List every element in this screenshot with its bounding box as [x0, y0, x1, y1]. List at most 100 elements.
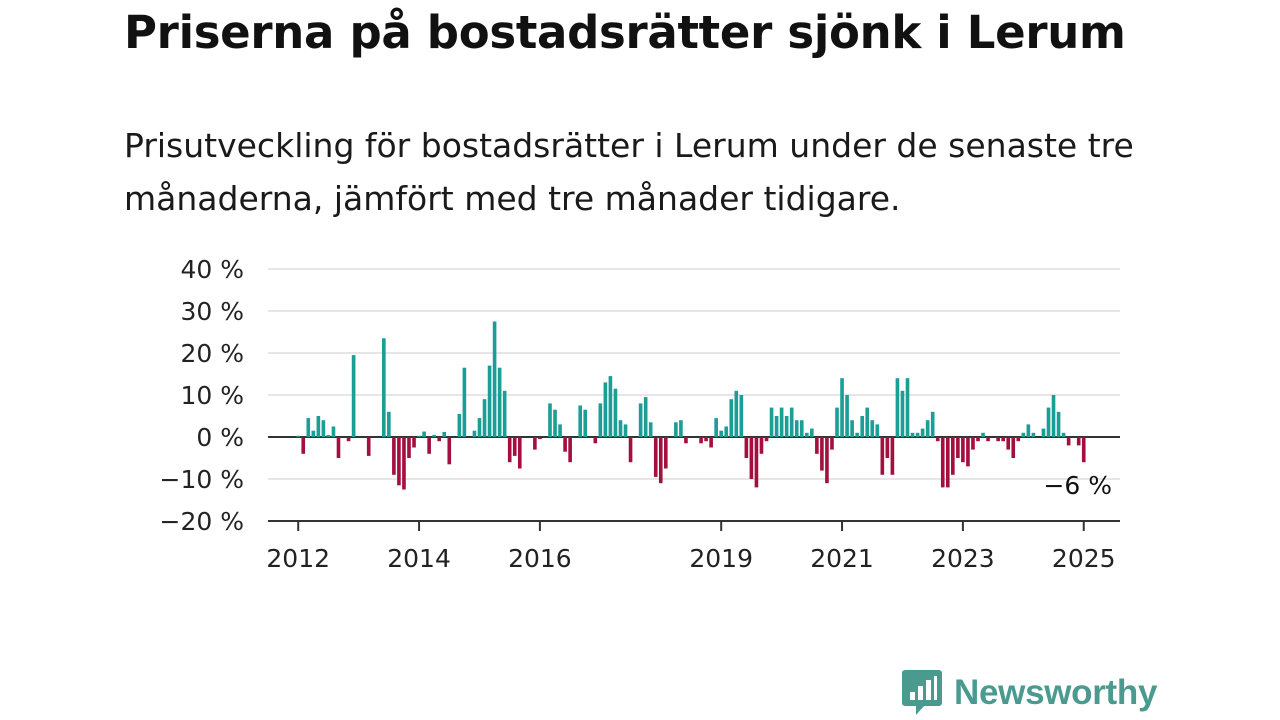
- bar: [1021, 432, 1026, 437]
- bar: [346, 437, 351, 442]
- bar: [613, 388, 618, 437]
- chart-subtitle: Prisutveckling för bostadsrätter i Lerum…: [124, 126, 1134, 218]
- bar: [754, 437, 759, 488]
- bar: [598, 403, 603, 437]
- bar: [663, 437, 668, 469]
- bar: [930, 411, 935, 437]
- bar: [1076, 437, 1081, 446]
- bar: [880, 437, 885, 475]
- bar: [674, 422, 678, 437]
- bar: [502, 390, 507, 437]
- bar: [417, 435, 421, 437]
- bar: [351, 355, 356, 437]
- bar: [885, 437, 890, 458]
- bar: [794, 420, 799, 437]
- bar: [810, 428, 814, 437]
- bar: [976, 437, 980, 442]
- bar: [679, 420, 683, 437]
- bar: [507, 437, 512, 463]
- bar: [719, 430, 724, 437]
- bar: [1031, 432, 1036, 437]
- bar: [769, 407, 774, 437]
- bar: [397, 437, 401, 486]
- bar: [1056, 411, 1061, 437]
- bar: [462, 367, 467, 437]
- brand-name: Newsworthy: [954, 673, 1158, 712]
- y-tick-label: 10 %: [180, 381, 244, 410]
- bar: [437, 437, 442, 442]
- bar: [1001, 437, 1005, 442]
- bar: [699, 437, 703, 444]
- y-tick-label: 20 %: [180, 339, 244, 368]
- bar: [402, 437, 406, 490]
- bar: [387, 411, 391, 437]
- bar: [704, 437, 708, 442]
- bar: [492, 321, 497, 437]
- bar: [1061, 432, 1066, 437]
- x-tick-label: 2016: [508, 544, 572, 573]
- bar: [563, 437, 567, 452]
- bar: [608, 376, 613, 437]
- x-tick-label: 2014: [387, 544, 451, 573]
- bar: [628, 437, 633, 463]
- bar: [981, 432, 985, 437]
- bar: [920, 428, 925, 437]
- bar: [825, 437, 829, 484]
- bar: [533, 437, 537, 450]
- bar: [850, 420, 854, 437]
- bar: [1011, 437, 1016, 458]
- bar: [971, 437, 975, 450]
- bar: [548, 403, 552, 437]
- bar: [658, 437, 663, 484]
- bar: [326, 434, 331, 437]
- newsworthy-bar-chart-bubble-icon: [902, 670, 942, 715]
- y-tick-label: 30 %: [180, 297, 244, 326]
- bar: [1026, 424, 1031, 437]
- bar: [945, 437, 950, 488]
- bar: [739, 395, 744, 437]
- bar: [432, 434, 436, 437]
- bar: [860, 416, 864, 437]
- bar: [1051, 395, 1056, 437]
- bar: [382, 338, 386, 437]
- bar: [442, 431, 447, 437]
- y-tick-label: 40 %: [180, 255, 244, 284]
- bar: [956, 437, 960, 458]
- bar: [996, 437, 1000, 442]
- bar: [734, 390, 739, 437]
- bar: [925, 420, 930, 437]
- bar: [910, 432, 915, 437]
- bar: [789, 407, 794, 437]
- bar: [392, 437, 396, 475]
- bar: [472, 430, 477, 437]
- bar: [799, 420, 804, 437]
- bar: [759, 437, 764, 454]
- bar: [895, 378, 900, 437]
- bar: [875, 424, 880, 437]
- bar: [457, 413, 462, 437]
- bar: [517, 437, 522, 469]
- bar: [779, 407, 784, 437]
- bar: [623, 424, 628, 437]
- bar: [643, 397, 648, 437]
- bar: [477, 418, 482, 437]
- bar: [603, 382, 608, 437]
- brand-logo: Newsworthy: [902, 668, 1157, 718]
- bar: [1041, 428, 1046, 437]
- bar: [865, 407, 870, 437]
- bar: [935, 437, 940, 442]
- chart-title: Priserna på bostadsrätter sjönk i Lerum: [124, 6, 1126, 59]
- x-tick-label: 2023: [931, 544, 995, 573]
- bar: [804, 432, 809, 437]
- bar: [744, 437, 749, 458]
- bar: [512, 437, 517, 456]
- bar: [890, 437, 895, 475]
- bar: [1066, 437, 1071, 446]
- bar: [905, 378, 910, 437]
- bar: [366, 437, 371, 456]
- bar: [820, 437, 824, 471]
- bar: [422, 431, 426, 437]
- bar: [583, 409, 588, 437]
- bar: [618, 420, 623, 437]
